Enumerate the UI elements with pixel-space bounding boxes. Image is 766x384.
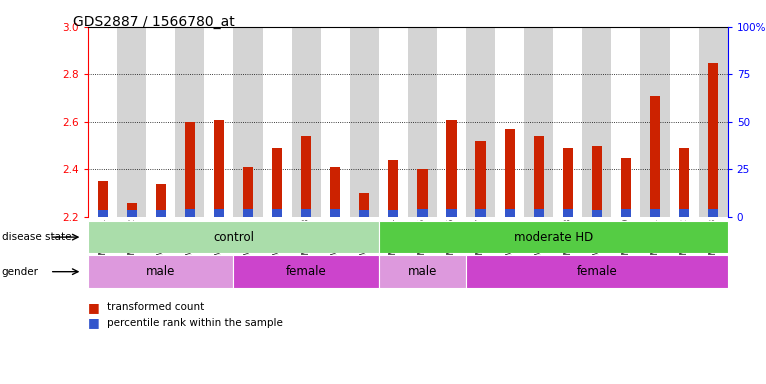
- Bar: [592, 210, 602, 217]
- Bar: [350, 27, 379, 217]
- Bar: [621, 209, 631, 217]
- Bar: [534, 136, 544, 217]
- Bar: [359, 193, 369, 217]
- Bar: [553, 27, 582, 217]
- Bar: [640, 27, 669, 217]
- Bar: [330, 209, 340, 217]
- Bar: [155, 184, 166, 217]
- Bar: [185, 122, 195, 217]
- Bar: [650, 96, 660, 217]
- Bar: [388, 210, 398, 217]
- Bar: [417, 209, 427, 217]
- Bar: [708, 209, 719, 217]
- Bar: [234, 255, 379, 288]
- Bar: [359, 210, 369, 217]
- Bar: [126, 203, 137, 217]
- Bar: [88, 221, 379, 253]
- Bar: [321, 27, 350, 217]
- Bar: [611, 27, 640, 217]
- Bar: [301, 136, 311, 217]
- Bar: [155, 210, 166, 217]
- Bar: [466, 27, 495, 217]
- Text: ■: ■: [88, 316, 104, 329]
- Bar: [243, 209, 253, 217]
- Text: ■: ■: [88, 301, 104, 314]
- Bar: [437, 27, 466, 217]
- Bar: [330, 167, 340, 217]
- Text: female: female: [286, 265, 326, 278]
- Bar: [669, 27, 699, 217]
- Bar: [592, 146, 602, 217]
- Bar: [379, 27, 408, 217]
- Bar: [234, 27, 263, 217]
- Bar: [126, 210, 137, 217]
- Text: control: control: [213, 231, 254, 243]
- Bar: [97, 181, 108, 217]
- Bar: [243, 167, 253, 217]
- Bar: [476, 209, 486, 217]
- Bar: [272, 209, 282, 217]
- Bar: [476, 141, 486, 217]
- Bar: [582, 27, 611, 217]
- Bar: [563, 148, 573, 217]
- Text: female: female: [577, 265, 617, 278]
- Bar: [621, 157, 631, 217]
- Bar: [505, 209, 515, 217]
- Bar: [272, 148, 282, 217]
- Bar: [447, 209, 457, 217]
- Bar: [679, 148, 689, 217]
- Bar: [708, 63, 719, 217]
- Bar: [417, 169, 427, 217]
- Bar: [534, 209, 544, 217]
- Bar: [505, 129, 515, 217]
- Bar: [379, 221, 728, 253]
- Bar: [301, 209, 311, 217]
- Bar: [466, 255, 728, 288]
- Bar: [88, 27, 117, 217]
- Bar: [214, 119, 224, 217]
- Bar: [117, 27, 146, 217]
- Bar: [650, 209, 660, 217]
- Bar: [388, 160, 398, 217]
- Bar: [408, 27, 437, 217]
- Bar: [495, 27, 524, 217]
- Bar: [88, 255, 234, 288]
- Bar: [379, 255, 466, 288]
- Text: male: male: [408, 265, 437, 278]
- Bar: [146, 27, 175, 217]
- Text: transformed count: transformed count: [107, 302, 205, 312]
- Bar: [447, 119, 457, 217]
- Bar: [699, 27, 728, 217]
- Text: moderate HD: moderate HD: [514, 231, 593, 243]
- Bar: [263, 27, 292, 217]
- Text: disease state: disease state: [2, 232, 71, 242]
- Bar: [185, 209, 195, 217]
- Bar: [214, 209, 224, 217]
- Text: GDS2887 / 1566780_at: GDS2887 / 1566780_at: [73, 15, 234, 29]
- Bar: [563, 209, 573, 217]
- Text: male: male: [146, 265, 175, 278]
- Text: percentile rank within the sample: percentile rank within the sample: [107, 318, 283, 328]
- Bar: [205, 27, 234, 217]
- Text: gender: gender: [2, 266, 38, 277]
- Bar: [524, 27, 553, 217]
- Bar: [679, 209, 689, 217]
- Bar: [175, 27, 205, 217]
- Bar: [292, 27, 321, 217]
- Bar: [97, 210, 108, 217]
